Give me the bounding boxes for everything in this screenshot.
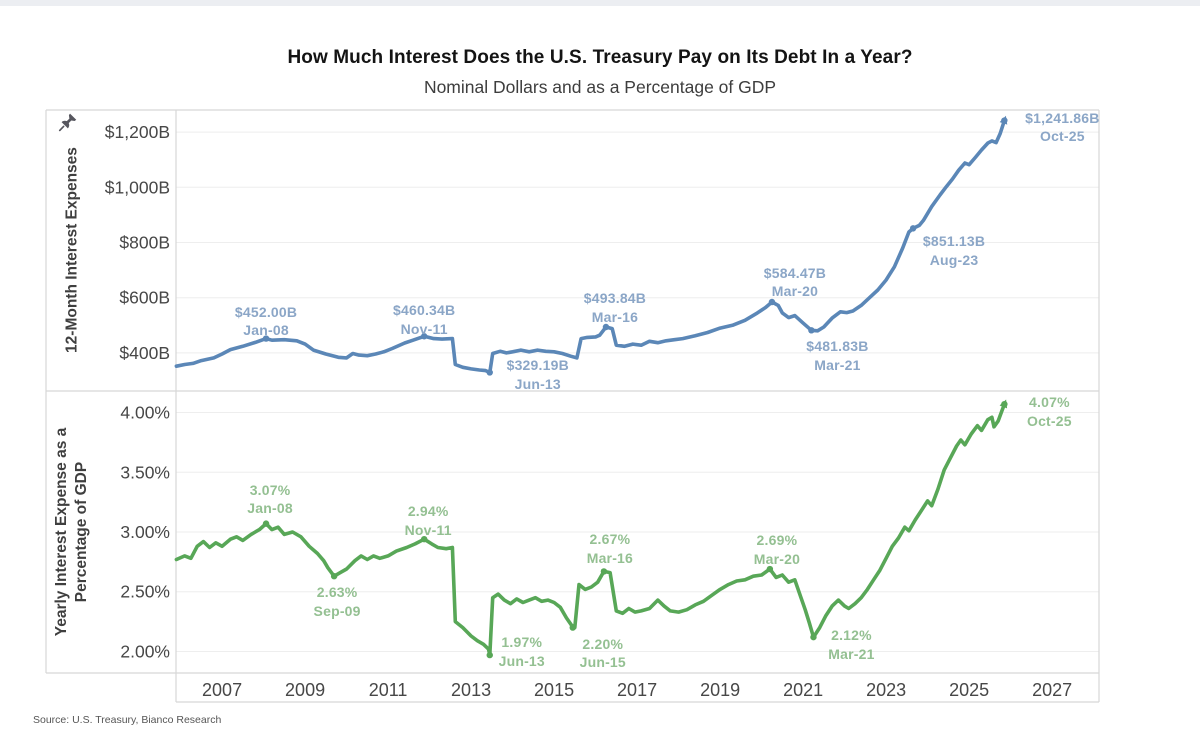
annotation-value: $1,241.86B [1025, 109, 1100, 126]
x-tick-label: 2021 [783, 680, 823, 700]
source-note: Source: U.S. Treasury, Bianco Research [33, 714, 222, 726]
annotation-date: Jun-15 [579, 654, 626, 671]
annotation-mar-16: 2.67% Mar-16 [545, 530, 675, 567]
annotation-value: 2.94% [407, 503, 449, 520]
annotation-value: 2.67% [589, 531, 631, 548]
data-point-marker [909, 225, 917, 232]
annotation-jan-08: 3.07% Jan-08 [205, 481, 335, 518]
annotation-sep-09: 2.63% Sep-09 [272, 583, 402, 620]
annotation-value: 2.20% [582, 635, 624, 652]
annotation-value: $460.34B [393, 302, 456, 319]
y-tick-label: 3.50% [120, 462, 170, 482]
data-point-marker [600, 568, 608, 575]
x-tick-label: 2013 [451, 680, 491, 700]
annotation-date: Aug-23 [929, 251, 979, 268]
y-tick-label: $1,200B [105, 122, 170, 142]
annotation-jun-13: $329.19B Jun-13 [473, 356, 603, 393]
annotation-date: Jan-08 [247, 500, 293, 517]
y-axis-title-bottom-line1: Yearly Interest Expense as a [53, 427, 70, 637]
annotation-oct-25: 4.07% Oct-25 [984, 393, 1114, 430]
annotation-value: $452.00B [234, 303, 298, 320]
annotation-date: Oct-25 [1026, 412, 1072, 429]
annotation-date: Mar-21 [828, 645, 875, 662]
annotation-value: $851.13B [922, 233, 986, 250]
annotation-date: Mar-20 [771, 283, 819, 300]
annotation-value: 2.69% [756, 532, 798, 549]
data-point-marker [262, 520, 270, 527]
annotation-oct-25: $1,241.86B Oct-25 [997, 109, 1127, 146]
x-tick-label: 2023 [866, 680, 906, 700]
y-tick-label: 2.00% [120, 641, 170, 661]
annotation-date: Jan-08 [243, 322, 289, 339]
y-axis-title-bottom-line2: Percentage of GDP [73, 461, 90, 603]
data-point-marker [569, 624, 576, 631]
annotation-value: $329.19B [506, 357, 569, 374]
annotation-mar-20: $584.47B Mar-20 [730, 264, 860, 301]
annotation-value: $493.84B [583, 290, 647, 306]
x-tick-label: 2007 [202, 680, 242, 700]
x-tick-label: 2015 [534, 680, 574, 700]
pin-icon [58, 113, 77, 132]
annotation-date: Mar-21 [814, 356, 861, 373]
annotation-mar-21: $481.83B Mar-21 [772, 337, 902, 374]
top-edge-strip [0, 0, 1200, 6]
y-axis-title-top-text: 12-Month Interest Expenses [63, 147, 81, 353]
annotation-jun-15: 2.20% Jun-15 [538, 635, 668, 672]
annotation-nov-11: $460.34B Nov-11 [359, 301, 489, 338]
y-tick-label: $1,000B [105, 177, 170, 197]
annotation-date: Sep-09 [313, 602, 361, 619]
y-axis-title-bottom: Yearly Interest Expense as a Percentage … [52, 391, 92, 673]
x-tick-label: 2017 [617, 680, 657, 700]
annotation-mar-21: 2.12% Mar-21 [786, 626, 916, 663]
annotation-value: 2.63% [316, 584, 358, 601]
annotation-value: 2.12% [831, 627, 872, 644]
annotation-date: Mar-16 [591, 308, 639, 325]
annotation-date: Jun-13 [498, 652, 545, 669]
x-tick-label: 2011 [369, 680, 408, 700]
data-point-marker [330, 573, 338, 580]
y-axis-title-top: 12-Month Interest Expenses [63, 110, 83, 391]
annotation-value: 4.07% [1029, 394, 1070, 411]
annotation-value: $481.83B [806, 338, 869, 355]
annotation-date: Nov-11 [404, 521, 452, 538]
chart-title: How Much Interest Does the U.S. Treasury… [287, 47, 913, 68]
annotation-date: Oct-25 [1039, 128, 1085, 145]
data-point-marker [808, 327, 815, 334]
annotation-value: 1.97% [501, 634, 543, 651]
annotation-date: Jun-13 [514, 375, 561, 392]
x-tick-label: 2025 [949, 680, 989, 700]
chart-subtitle: Nominal Dollars and as a Percentage of G… [423, 77, 777, 97]
annotation-date: Mar-16 [586, 549, 634, 566]
annotation-aug-23: $851.13B Aug-23 [889, 232, 1019, 269]
annotation-jun-13: 1.97% Jun-13 [457, 633, 587, 670]
y-tick-label: $800B [119, 232, 170, 252]
annotation-mar-16: $493.84B Mar-16 [550, 289, 680, 326]
y-tick-label: 2.50% [120, 582, 170, 602]
annotation-date: Nov-11 [400, 320, 448, 337]
annotation-value: 3.07% [249, 481, 291, 498]
annotation-date: Mar-20 [753, 550, 801, 567]
x-tick-label: 2019 [700, 680, 740, 700]
annotation-mar-20: 2.69% Mar-20 [712, 531, 842, 568]
x-tick-label: 2009 [285, 680, 325, 700]
y-tick-label: 4.00% [120, 403, 170, 423]
y-tick-label: $600B [119, 288, 170, 308]
annotation-nov-11: 2.94% Nov-11 [363, 502, 493, 539]
y-tick-label: $400B [119, 343, 170, 363]
annotation-value: $584.47B [763, 264, 827, 281]
x-tick-label: 2027 [1032, 680, 1072, 700]
annotation-jan-08: $452.00B Jan-08 [201, 303, 331, 340]
y-tick-label: 3.00% [120, 522, 170, 542]
